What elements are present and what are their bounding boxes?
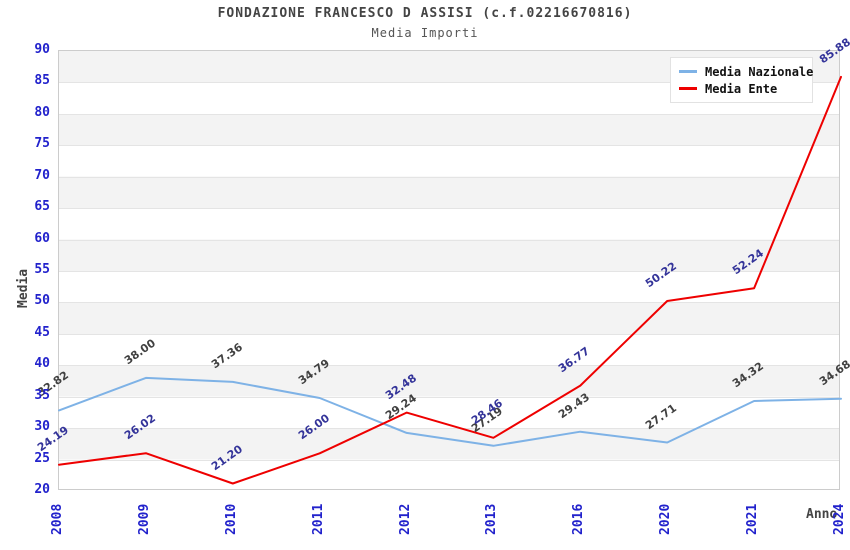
legend-label: Media Ente: [705, 81, 778, 96]
gridline: [59, 113, 839, 115]
gridline: [59, 176, 839, 178]
x-tick-label: 2021: [745, 503, 761, 535]
chart-title: FONDAZIONE FRANCESCO D ASSISI (c.f.02216…: [217, 6, 633, 21]
y-tick-label: 20: [34, 482, 50, 497]
y-tick-label: 85: [34, 73, 50, 89]
series-plot-svg: [58, 75, 842, 485]
y-tick-label: 40: [34, 356, 50, 372]
gridline: [59, 271, 839, 272]
x-tick-label: 2016: [571, 503, 587, 535]
gridline: [59, 333, 839, 335]
legend-swatch-icon: [679, 87, 697, 90]
gridline: [59, 365, 839, 367]
y-tick-label: 65: [34, 199, 50, 215]
y-tick-label: 70: [34, 167, 50, 183]
legend-item-media-ente: Media Ente: [679, 80, 804, 97]
gridline: [59, 302, 839, 304]
plot-area: 32.82 38.00 37.36 34.79 29.24 27.19 29.43 27.71…: [35, 35, 850, 490]
y-tick-label: 35: [34, 387, 50, 403]
legend-item-media-nazionale: Media Nazionale: [679, 63, 813, 80]
x-tick-label: 2010: [223, 503, 239, 535]
y-tick-label: 50: [34, 293, 50, 309]
y-tick-label: 90: [34, 42, 50, 57]
x-tick-label: 2012: [397, 503, 413, 535]
gridline: [59, 459, 839, 461]
x-tick-label: 2013: [484, 503, 500, 535]
x-axis-title: Anno: [806, 507, 838, 522]
x-tick-label: 2009: [136, 503, 152, 535]
x-tick-label: 2020: [658, 503, 674, 535]
legend-swatch-icon: [679, 70, 697, 73]
y-tick-label: 25: [34, 450, 50, 466]
chart-subtitle: Media Importi: [371, 26, 479, 40]
y-tick-label: 45: [34, 324, 50, 340]
legend: Media Nazionale Media Ente: [670, 57, 813, 103]
x-tick-label: 2011: [310, 503, 326, 535]
legend-label: Media Nazionale: [705, 64, 814, 79]
y-tick-label: 80: [34, 104, 50, 120]
x-tick-label: 2024: [832, 503, 847, 535]
gridline: [59, 82, 839, 84]
gridline: [59, 239, 839, 241]
series-line-media-nazionale: [58, 376, 842, 447]
y-tick-label: 55: [34, 262, 50, 277]
y-tick-label: 75: [34, 136, 50, 152]
series-line-media-ente: [58, 75, 842, 485]
gridline: [59, 396, 839, 398]
gridline: [59, 428, 839, 430]
x-tick-label: 2008: [50, 503, 65, 535]
gridline: [59, 145, 839, 147]
y-tick-label: 60: [34, 230, 50, 246]
y-tick-label: 30: [34, 419, 50, 435]
gridline: [59, 208, 839, 210]
